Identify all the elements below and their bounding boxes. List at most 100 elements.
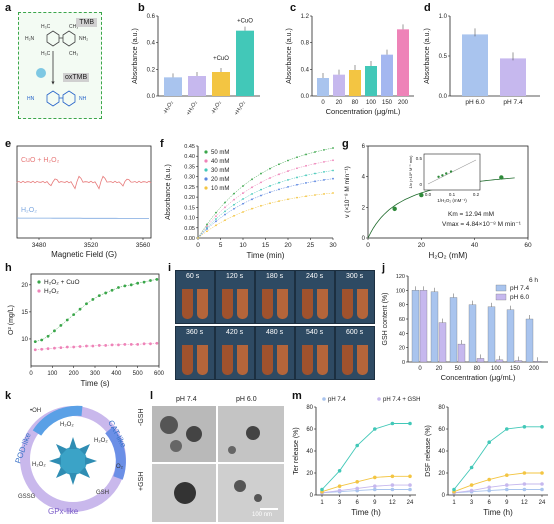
tem-ph74-label: pH 7.4 <box>176 396 197 403</box>
svg-text:HN: HN <box>27 96 35 102</box>
x-tick-label: 24 <box>539 500 546 506</box>
series-line <box>35 279 157 342</box>
bar <box>533 361 542 363</box>
enzyme-cycle-diagram: POD-like CAT-like GPx-like •OH H₂O₂ H₂O₂… <box>13 405 128 516</box>
data-point <box>287 186 289 188</box>
legend-label: 10 mM <box>211 186 229 192</box>
x-tick-label: 80 <box>474 366 481 372</box>
time-label: 60 s <box>186 273 200 280</box>
x-tick-label: pH 6.0 <box>465 99 485 106</box>
data-point <box>155 278 159 281</box>
bar <box>500 58 526 96</box>
x-tick-label: +H₂O₂ <box>234 100 247 117</box>
legend-label: 50 mM <box>211 150 229 156</box>
y-tick-label: 40 <box>438 449 445 455</box>
panel-label-d: d <box>424 2 431 14</box>
tem-ph60-label: pH 6.0 <box>236 396 257 403</box>
o2-label: O₂ <box>116 464 124 470</box>
y-tick-label: 0.30 <box>184 175 195 181</box>
y-tick-label: 0 <box>362 236 366 242</box>
x-tick-label: 1 <box>320 500 324 506</box>
annotation-cuo: +CuO <box>237 19 253 25</box>
data-point <box>224 219 226 222</box>
chart-f-kinetics: 0.00 0.05 0.10 0.15 0.20 0.25 0.30 0.35 0.40 0.45… <box>165 144 337 260</box>
legend-label: 20 mM <box>211 177 229 183</box>
y-tick-label: 0.6 <box>147 14 156 20</box>
y-tick-label: 80 <box>438 405 445 411</box>
panel-label-f: f <box>160 138 164 150</box>
legend-label: H₂O₂ <box>21 207 37 214</box>
tmb-tag: TMB <box>76 18 97 27</box>
x-axis-label: Time (min) <box>247 251 285 260</box>
gsh-label: GSH <box>96 490 109 496</box>
y-tick-label: 10 <box>21 337 28 343</box>
y-axis-label: v (×10⁻⁸ M min⁻¹) <box>344 166 351 218</box>
inset-y-tick-label: 0.5 <box>416 156 423 161</box>
x-tick-label: 50 <box>455 366 462 372</box>
chart-m-ter-release: 0 20 40 60 80 Ter release (%) 1 3 6 9 12 24 Time (h)… <box>293 397 421 517</box>
tem-plus-gsh-label: +GSH <box>138 471 145 491</box>
reaction-photo: 480 s <box>255 326 295 380</box>
x-tick-label: 0 <box>366 242 370 249</box>
y-tick-label: 80 <box>306 405 313 411</box>
x-axis-label: Magnetic Field (G) <box>51 250 117 259</box>
scale-bar <box>260 508 278 510</box>
bar <box>495 359 504 363</box>
data-point <box>136 281 140 285</box>
bar <box>381 54 393 96</box>
panel-label-c: c <box>290 2 297 14</box>
x-tick-label: 150 <box>382 100 393 106</box>
chart-e-epr: CuO + H₂O₂ H₂O₂ 3480 3520 3560 Magnetic Field… <box>16 145 152 259</box>
svg-text:NH: NH <box>79 96 87 102</box>
bar <box>236 30 254 97</box>
time-label: 600 s <box>346 329 364 336</box>
chart-m-dsf-release: 0 20 40 60 80 DSF release (%) 1 3 6 9 12 24 Time (h) <box>425 405 548 517</box>
time-note: 6 h <box>529 277 538 284</box>
y-tick-label: 0.4 <box>147 41 156 47</box>
y-axis-label: GSH content (%) <box>382 293 389 346</box>
chart-d-absorbance-ph: 0.0 0.5 1.0 Absorbance (a.u.) pH 6.0 pH 7.4 <box>424 14 540 106</box>
series-line <box>197 192 334 239</box>
y-tick-label: 0 <box>442 493 446 499</box>
x-tick-label: 20 <box>436 366 443 372</box>
data-point <box>296 183 298 186</box>
bar <box>333 74 345 96</box>
x-tick-label: 600 <box>154 371 165 377</box>
legend-marker <box>495 293 507 301</box>
series-line <box>453 489 542 494</box>
x-tick-label: 6 <box>356 500 360 506</box>
data-point <box>33 340 37 344</box>
x-tick-label: 30 <box>329 242 337 249</box>
data-point <box>305 195 307 198</box>
data-point <box>278 181 280 184</box>
cat-arc <box>105 426 126 480</box>
x-tick-label: 3 <box>338 500 342 506</box>
y-tick-label: 0 <box>310 493 314 499</box>
time-label: 480 s <box>266 329 284 336</box>
data-point <box>323 179 325 181</box>
x-axis-label: Time (h) <box>483 508 513 517</box>
y-tick-label: 60 <box>306 427 313 433</box>
x-tick-label: 6 <box>488 500 492 506</box>
data-point <box>269 177 271 179</box>
x-tick-label: 80 <box>352 100 359 106</box>
y-tick-label: 2 <box>362 205 366 211</box>
x-tick-label: 100 <box>366 100 377 106</box>
epr-series-line <box>16 175 152 190</box>
legend-label: pH 6.0 <box>510 294 530 301</box>
x-tick-label: 60 <box>524 242 532 249</box>
svg-text:NH₂: NH₂ <box>79 36 88 42</box>
data-point <box>155 341 159 345</box>
series-line <box>197 147 334 239</box>
series-line <box>197 178 334 239</box>
time-label: 360 s <box>186 329 204 336</box>
y-axis-label: DSF release (%) <box>425 425 432 477</box>
pod-arc <box>32 405 83 436</box>
gpx-like-label: GPx-like <box>48 507 79 516</box>
y-tick-label: 0.00 <box>184 236 195 242</box>
y-tick-label: 40 <box>306 449 313 455</box>
series-line <box>453 472 542 493</box>
data-point <box>392 206 397 212</box>
x-tick-label: 0 <box>196 242 200 249</box>
inset-y-tick-label: 0 <box>419 182 422 187</box>
